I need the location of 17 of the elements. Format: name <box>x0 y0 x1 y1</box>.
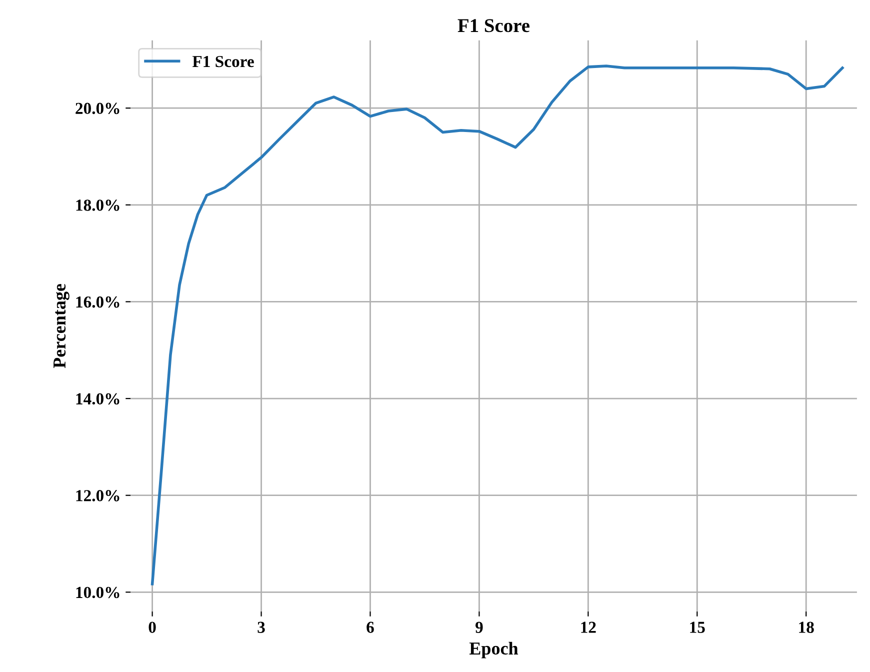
y-tick-label: 18.0% <box>76 200 120 211</box>
y-tick-label: 20.0% <box>76 102 120 114</box>
x-tick-label: 3 <box>258 622 265 633</box>
y-axis-title: Percentage <box>54 284 70 368</box>
y-tick-label: 12.0% <box>76 490 120 502</box>
legend-label: F1 Score <box>192 56 254 68</box>
x-tick-label: 6 <box>366 622 374 633</box>
y-tick-label: 10.0% <box>76 586 120 598</box>
x-axis-title: Epoch <box>469 642 518 658</box>
x-tick-label: 18 <box>799 622 814 633</box>
chart-title: F1 Score <box>458 19 530 32</box>
y-tick-label: 16.0% <box>76 296 120 308</box>
x-tick-label: 9 <box>475 622 483 633</box>
x-tick-label: 15 <box>690 622 705 633</box>
x-tick-label: 12 <box>581 622 596 633</box>
x-tick-label: 0 <box>148 622 156 633</box>
y-tick-label: 14.0% <box>76 393 120 405</box>
